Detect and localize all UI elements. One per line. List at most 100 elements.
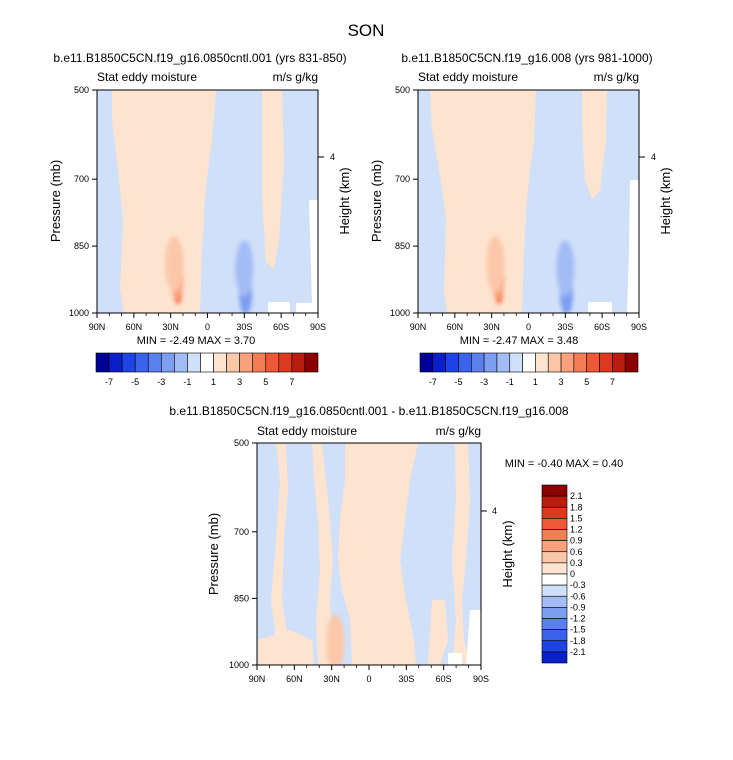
panel-1-features	[165, 235, 254, 313]
panel-3-colorbar-label-2: 1.5	[570, 513, 583, 523]
panel-2-ytick-label-1000: 1000	[390, 308, 410, 318]
panel-1-colorbar-label-1: -5	[131, 377, 139, 387]
panel-3-colorbar-label-12: -1.5	[570, 625, 586, 635]
panel-1-colorbar-label-4: 1	[211, 377, 216, 387]
panel-3-colorbar-label-0: 2.1	[570, 491, 583, 501]
panel-3-colorbar-label-5: 0.6	[570, 547, 583, 557]
panel-2-feature-5	[556, 240, 575, 297]
panel-2-colorbar-label-2: -3	[480, 377, 488, 387]
panel-1-colorbar-box-4	[147, 352, 162, 373]
panel-1-title: b.e11.B1850C5CN.f19_g16.0850cntl.001 (yr…	[53, 51, 346, 65]
panel-3-colorbar-box-13	[541, 629, 568, 642]
panel-2-height-tick: 4	[651, 152, 656, 162]
panel-2-colorbar-label-5: 3	[559, 377, 564, 387]
panel-2-stats: MIN = -2.47 MAX = 3.48	[460, 335, 579, 347]
panel-2-xtick-label-1: 60N	[447, 322, 464, 332]
panel-1-right-axis: 4	[318, 152, 335, 162]
panel-1-colorbar-box-6	[174, 352, 188, 373]
panel-1-colorbar-box-9	[213, 352, 227, 373]
panel-1-y-label: Pressure (mb)	[48, 160, 63, 242]
panel-3-colorbar-label-11: -1.2	[570, 614, 586, 624]
panel-1-xtick-label-1: 60N	[126, 322, 143, 332]
panel-1-x-axis: 90N 60N 30N 0 30S 60S 90S	[89, 313, 326, 332]
panel-2-colorbar-box-11	[560, 352, 575, 373]
panel-2-x-axis: 90N 60N 30N 0 30S 60S 90S	[410, 313, 647, 332]
panel-1-positive-strip	[178, 90, 186, 150]
panel-3-plot-area	[257, 443, 481, 665]
panel-2-colorbar-label-3: -1	[506, 377, 514, 387]
panel-3-ytick-label-700: 700	[234, 527, 249, 537]
panel-1-colorbar-box-5	[160, 352, 175, 373]
panel-3-missing-2	[448, 653, 462, 665]
panel-1-xtick-label-6: 90S	[310, 322, 326, 332]
panel-1-colorbar-box-15	[291, 352, 306, 373]
panel-2-colorbar-box-0	[419, 352, 434, 373]
panel-1-feature-3	[165, 235, 184, 292]
panel-2-colorbar-box-6	[496, 352, 511, 373]
panel-2-xtick-label-6: 90S	[631, 322, 647, 332]
panel-3-colorbar-box-9	[541, 584, 568, 597]
panel-2-left-label: Stat eddy moisture	[418, 70, 518, 84]
panel-3-xtick-label-2: 30N	[323, 674, 340, 684]
panel-2-colorbar-label-1: -5	[454, 377, 462, 387]
panel-3-positive-mid	[338, 443, 418, 665]
panel-3-colorbar-label-1: 1.8	[570, 502, 583, 512]
panel-1-colorbar-box-13	[265, 352, 280, 373]
panel-3-right-label: m/s g/kg	[436, 424, 481, 438]
panel-3-colorbar-label-9: -0.6	[570, 591, 586, 601]
panel-2-positive-east	[582, 90, 607, 200]
panel-2-colorbar-box-2	[445, 352, 459, 373]
panel-2-y-axis: 500 700 850 1000	[390, 85, 418, 318]
panel-2-title: b.e11.B1850C5CN.f19_g16.008 (yrs 981-100…	[401, 51, 652, 65]
panel-3-colorbar-box-5	[541, 540, 568, 553]
panel-1: b.e11.B1850C5CN.f19_g16.0850cntl.001 (yr…	[48, 51, 352, 387]
panel-3-xtick-label-3: 0	[366, 674, 371, 684]
panel-3-left-label: Stat eddy moisture	[257, 424, 357, 438]
panel-3-xtick-label-4: 30S	[398, 674, 414, 684]
panel-1-ytick-label-700: 700	[74, 174, 89, 184]
panel-1-xtick-label-0: 90N	[89, 322, 106, 332]
panel-3-colorbar-label-10: -0.9	[570, 602, 586, 612]
panel-3-colorbar-box-2	[541, 506, 568, 519]
panel-3-colorbar-label-6: 0.3	[570, 558, 583, 568]
panel-3-features	[326, 614, 345, 665]
panel-2-missing-2	[588, 302, 612, 313]
panel-1-colorbar-box-0	[95, 352, 110, 373]
panel-3-xtick-label-0: 90N	[249, 674, 266, 684]
panel-3-colorbar-box-14	[541, 640, 568, 653]
panel-3-xtick-label-1: 60N	[286, 674, 303, 684]
panel-3-x-axis: 90N 60N 30N 0 30S 60S 90S	[249, 665, 489, 684]
panel-1-missing-3	[268, 302, 290, 313]
panel-1-missing-1	[296, 303, 318, 313]
panel-1-height-tick: 4	[330, 152, 335, 162]
panel-2-positive-strip	[440, 90, 446, 150]
panel-2-colorbar-label-6: 5	[584, 377, 589, 387]
panel-1-ytick-label-1000: 1000	[69, 308, 89, 318]
panel-3-colorbar-box-3	[541, 518, 568, 530]
panel-3-colorbar-box-1	[541, 495, 568, 508]
panel-2-colorbar-label-4: 1	[533, 377, 538, 387]
panel-3-colorbar-box-11	[541, 607, 568, 619]
panel-2-right-axis: 4	[639, 152, 656, 162]
panel-2-colorbar-box-3	[458, 352, 472, 373]
panel-2-plot-area	[418, 90, 639, 313]
panel-1-colorbar-box-11	[239, 352, 254, 373]
panel-3-xtick-label-6: 90S	[473, 674, 489, 684]
panel-2-colorbar-label-7: 7	[610, 377, 615, 387]
panel-3-colorbar-label-13: -1.8	[570, 636, 586, 646]
panel-2-colorbar: -7 -5 -3 -1 1 3 5 7	[419, 352, 639, 387]
panel-1-xtick-label-4: 30S	[236, 322, 252, 332]
panel-3-xtick-label-5: 60S	[436, 674, 452, 684]
panel-2-colorbar-box-5	[483, 352, 498, 373]
panel-2-colorbar-box-13	[586, 352, 600, 373]
panel-1-xtick-label-5: 60S	[273, 322, 289, 332]
panel-2-features	[486, 235, 575, 313]
panel-1-positive-region	[112, 90, 216, 313]
panel-3-ytick-label-500: 500	[234, 438, 249, 448]
panel-1-colorbar-label-7: 7	[289, 377, 294, 387]
panel-2-y-label: Pressure (mb)	[369, 160, 384, 242]
panel-1-plot-area	[97, 90, 318, 313]
panel-3-positive-west	[264, 443, 288, 640]
panel-3-colorbar-box-10	[541, 595, 568, 608]
